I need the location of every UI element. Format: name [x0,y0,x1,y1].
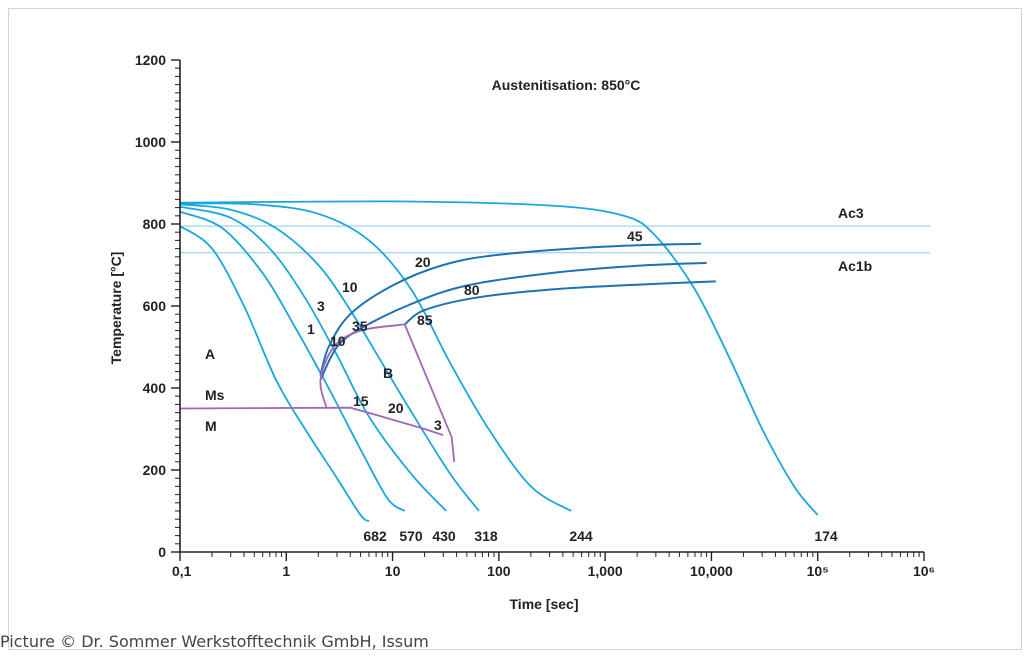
phase-percent-label: 3 [434,417,442,433]
hardness-label: 682 [363,528,387,544]
cooling-curve-682 [179,225,370,523]
region-label-ms: Ms [205,387,225,403]
transformation-curve-3 [404,280,716,326]
hardness-label: 244 [569,528,593,544]
phase-boundary-3 [403,324,456,462]
x-tick-label: 1 [282,563,290,579]
hardness-label: 174 [814,528,838,544]
phase-percent-label: 80 [464,282,480,298]
phase-percent-label: 15 [353,393,369,409]
phase-percent-label: 1 [307,321,315,337]
phase-percent-label: 20 [388,400,404,416]
x-tick-label: 10⁵ [807,563,829,579]
region-label-m: M [205,418,217,434]
y-tick-label: 1000 [135,134,166,150]
phase-percent-label: 3 [317,298,325,314]
y-tick-label: 200 [143,462,167,478]
y-tick-label: 600 [143,298,167,314]
cooling-curve-174 [179,200,819,516]
phase-percent-label: 10 [330,333,346,349]
picture-credit: Picture © Dr. Sommer Werkstofftechnik Gm… [0,632,429,651]
phase-percent-label: 85 [417,312,433,328]
phase-percent-label: 45 [627,228,643,244]
hardness-label: 570 [399,528,423,544]
phase-boundary-2 [319,323,405,409]
x-tick-label: 10 [385,563,401,579]
x-axis-title: Time [sec] [510,596,579,612]
x-tick-label: 100 [487,563,511,579]
transformation-curve-2 [319,261,707,381]
hardness-label: 430 [432,528,456,544]
phase-boundary-1 [179,406,444,436]
x-tick-label: 10⁶ [913,563,935,579]
region-label-b: B [383,365,393,381]
phase-percent-label: 20 [415,254,431,270]
x-tick-label: 0,1 [172,563,192,579]
y-tick-label: 1200 [135,52,166,68]
x-tick-label: 10,000 [690,563,733,579]
chart-title: Austenitisation: 850°C [492,77,641,93]
cooling-curve-430 [179,205,447,512]
cooling-curve-318 [179,203,480,512]
ref-label-ac3: Ac3 [838,205,864,221]
region-label-a: A [205,346,215,362]
cooling-curve-244 [179,202,572,512]
y-tick-label: 400 [143,380,167,396]
y-axis-title: Temperature [°C] [108,252,124,365]
x-tick-label: 1,000 [588,563,623,579]
phase-percent-label: 10 [342,279,358,295]
cooling-curve-570 [179,210,406,512]
y-tick-label: 800 [143,216,167,232]
phase-percent-label: 35 [352,318,368,334]
transformation-curve-1 [319,242,702,376]
ref-label-ac1b: Ac1b [838,258,872,274]
y-tick-label: 0 [158,544,166,560]
hardness-label: 318 [474,528,498,544]
figure-frame [8,8,1022,650]
